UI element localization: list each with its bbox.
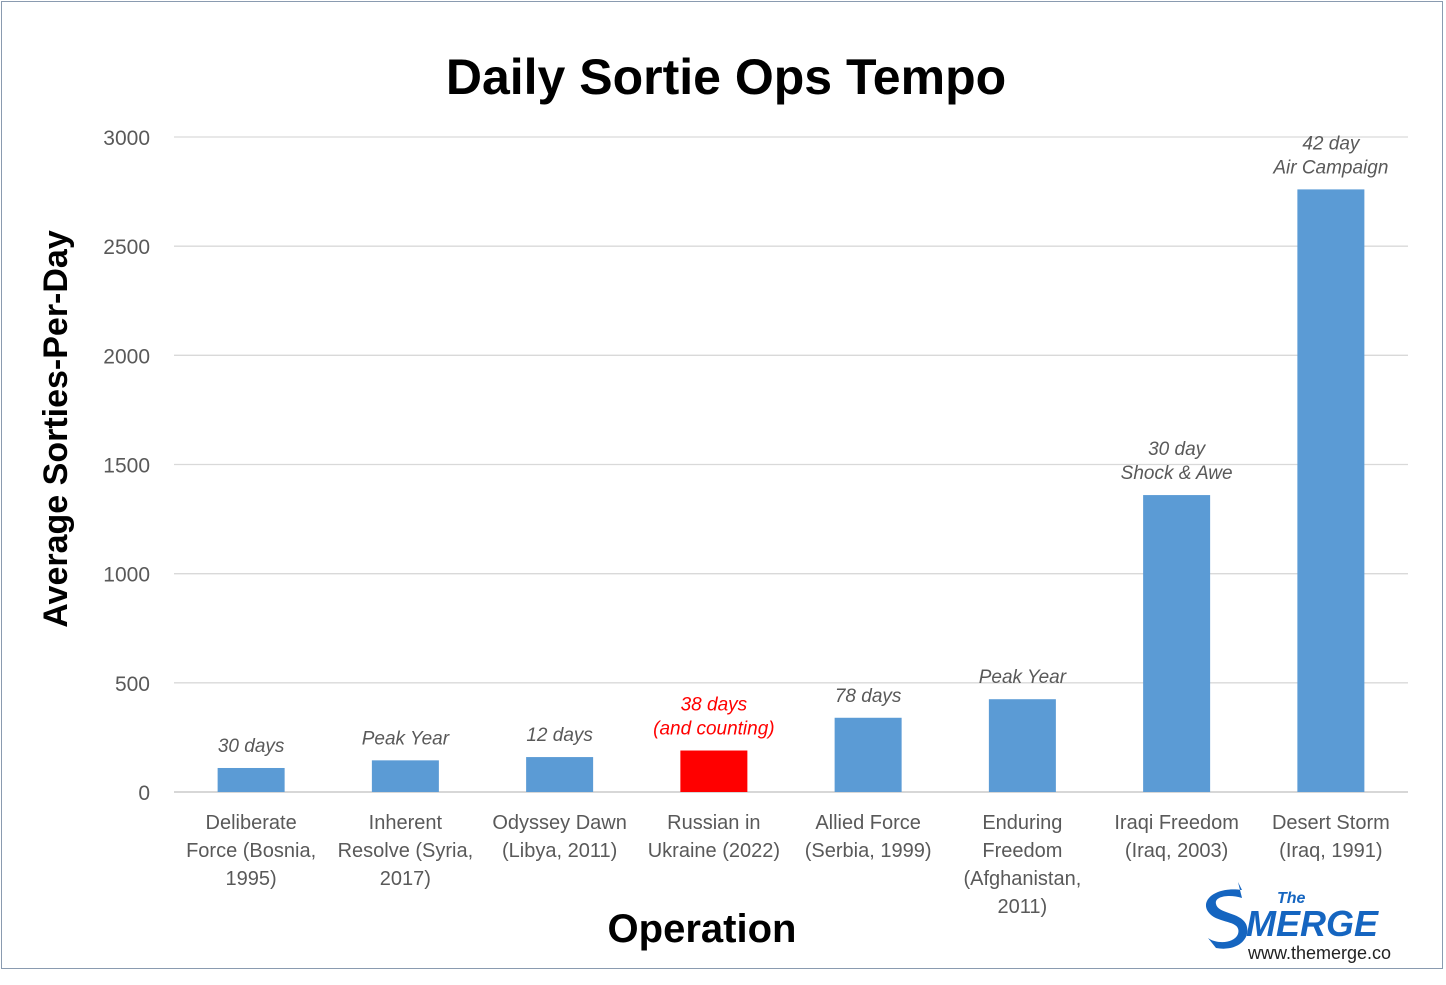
bar <box>526 757 594 792</box>
bar-annotation: Air Campaign <box>1272 157 1388 178</box>
bar-annotation: 78 days <box>835 686 902 707</box>
bar-annotation: Peak Year <box>979 667 1067 688</box>
bar <box>1297 189 1365 792</box>
bar <box>371 760 439 792</box>
x-tick-label: 2017) <box>380 868 431 890</box>
bars <box>217 189 1365 792</box>
bar-annotations: 30 days Peak Year 12 days 38 days (and count… <box>218 133 1389 757</box>
x-axis-title: Operation <box>608 907 797 951</box>
bar-annotation: 38 days <box>681 695 748 716</box>
x-tick-label: Inherent <box>369 812 443 834</box>
y-axis-title: Average Sorties-Per-Day <box>37 230 75 628</box>
bar-annotation: 30 day <box>1148 439 1207 460</box>
bar-annotation: Peak Year <box>362 728 450 749</box>
bar <box>217 767 285 792</box>
x-tick-label: (Afghanistan, <box>963 868 1081 890</box>
x-tick-label: 2011) <box>998 896 1048 918</box>
x-tick-label: Enduring <box>982 812 1062 834</box>
logo-the-text: The <box>1277 890 1306 907</box>
x-tick-label: Deliberate <box>206 812 297 834</box>
x-tick-label: Desert Storm <box>1272 812 1390 834</box>
y-tick-label: 1000 <box>103 564 150 587</box>
logo-name-text: MERGE <box>1246 903 1379 944</box>
bar <box>834 717 902 792</box>
bar-annotation: (and counting) <box>653 719 774 740</box>
x-tick-label: Freedom <box>982 840 1062 862</box>
x-tick-label: (Iraq, 1991) <box>1279 840 1382 862</box>
bar-annotation: 12 days <box>526 725 593 746</box>
x-tick-label: (Iraq, 2003) <box>1125 840 1228 862</box>
bar-annotation: Shock & Awe <box>1121 463 1233 484</box>
bar <box>1143 495 1211 792</box>
chart-title: Daily Sortie Ops Tempo <box>446 49 1006 105</box>
x-tick-label: Ukraine (2022) <box>648 840 780 862</box>
x-tick-label: (Libya, 2011) <box>502 840 617 862</box>
y-tick-label: 3000 <box>103 127 150 150</box>
bar <box>988 699 1056 792</box>
y-tick-label: 2000 <box>103 345 150 368</box>
y-tick-label: 500 <box>115 673 150 696</box>
x-tick-label: (Serbia, 1999) <box>805 840 932 862</box>
the-merge-logo: The MERGE www.themerge.co <box>1205 882 1391 963</box>
bar <box>680 750 748 792</box>
x-tick-label: Iraqi Freedom <box>1114 812 1239 834</box>
x-tick-label: Force (Bosnia, <box>186 840 316 862</box>
bar-annotation: 30 days <box>218 736 285 757</box>
x-tick-label: Russian in <box>667 812 760 834</box>
x-tick-label: Allied Force <box>815 812 921 834</box>
logo-url-text: www.themerge.co <box>1247 943 1391 963</box>
y-tick-label: 1500 <box>103 455 150 478</box>
x-tick-label: Odyssey Dawn <box>492 812 627 834</box>
y-tick-label: 0 <box>138 782 150 805</box>
y-tick-label: 2500 <box>103 236 150 259</box>
bar-annotation: 42 day <box>1302 133 1361 154</box>
x-tick-label: Resolve (Syria, <box>338 840 474 862</box>
x-tick-label: 1995) <box>226 868 277 890</box>
gridlines <box>174 136 1408 793</box>
x-axis-categories: Deliberate Force (Bosnia, 1995) Inherent Res… <box>186 812 1390 918</box>
merge-swoosh-icon <box>1205 882 1248 949</box>
y-axis-ticks: 0 500 1000 1500 2000 2500 3000 <box>103 127 150 805</box>
